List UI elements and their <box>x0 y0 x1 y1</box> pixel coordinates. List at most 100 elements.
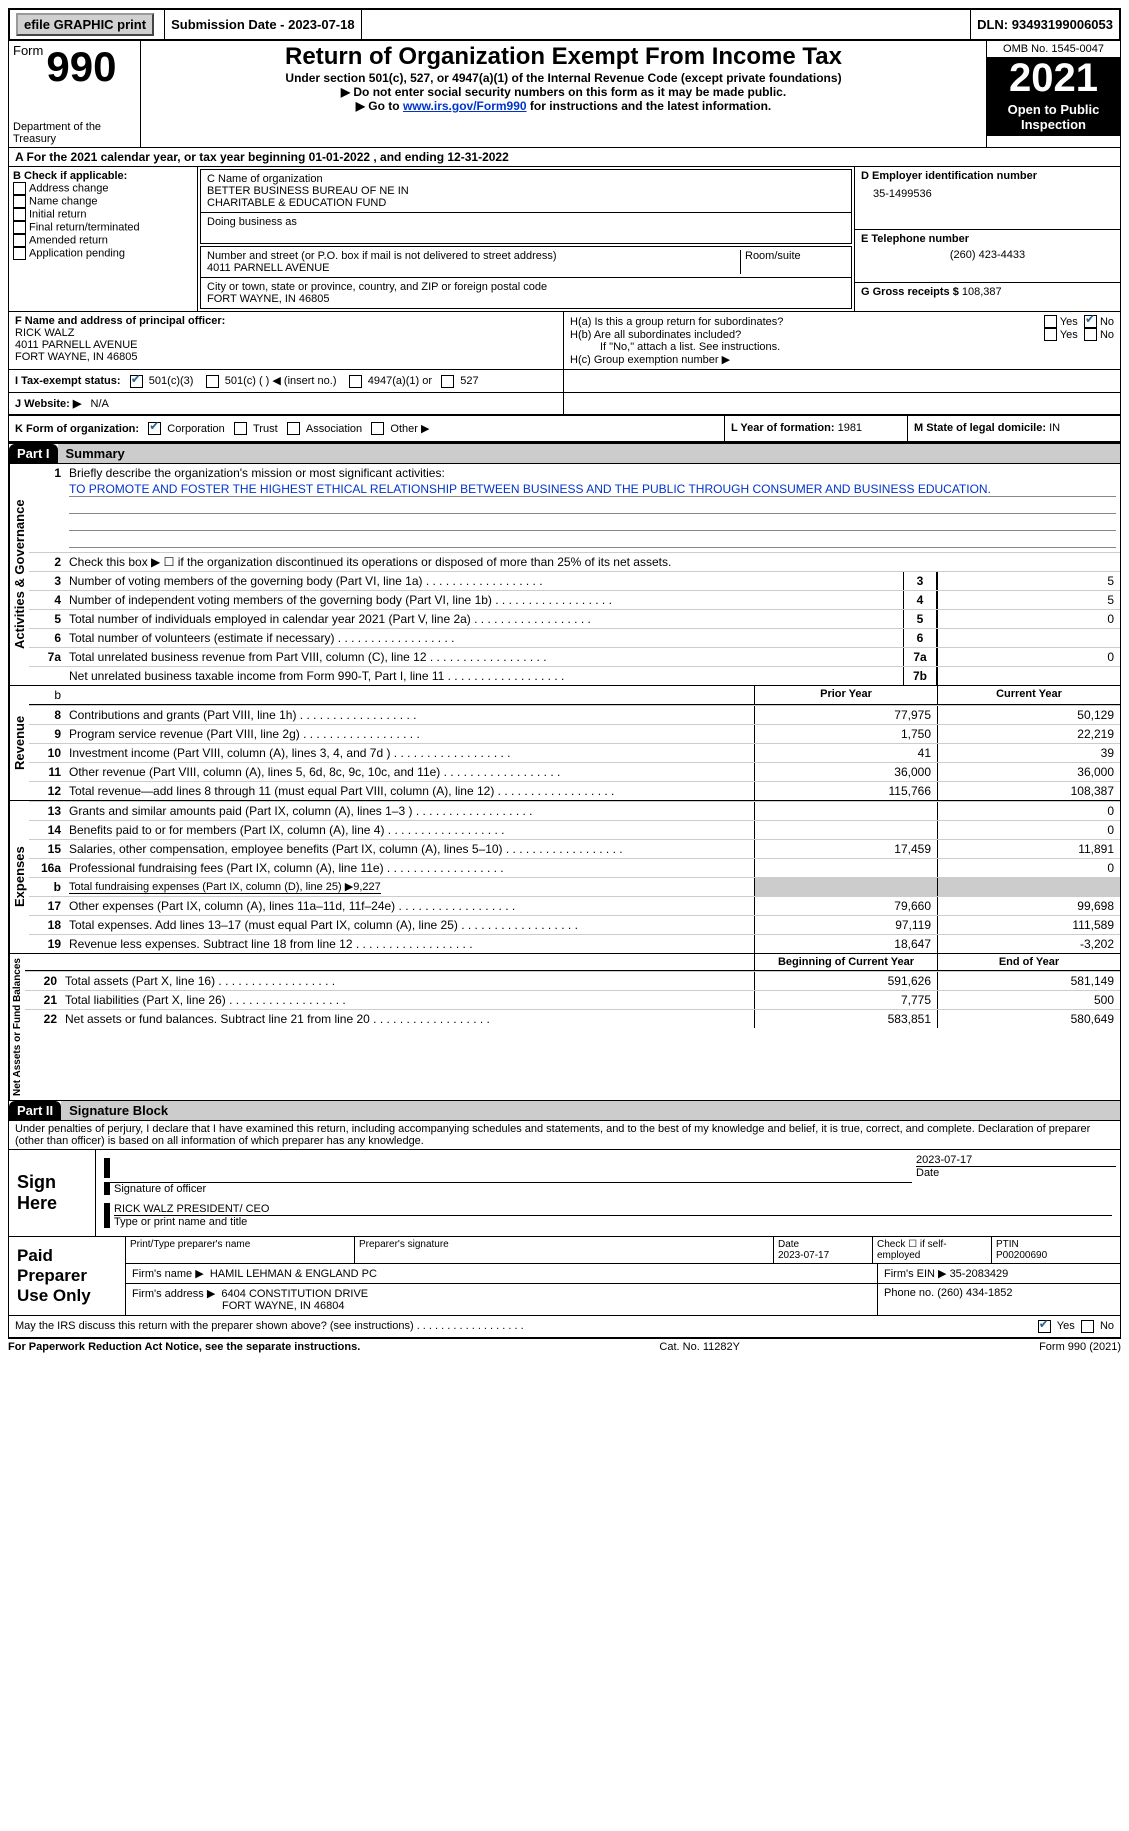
mission-text: TO PROMOTE AND FOSTER THE HIGHEST ETHICA… <box>69 482 1116 497</box>
state-domicile: IN <box>1049 422 1060 434</box>
form-header: Form 990 Department of the Treasury Inte… <box>8 41 1121 148</box>
form-title: Return of Organization Exempt From Incom… <box>143 43 984 71</box>
netassets-line: 20Total assets (Part X, line 16)591,6265… <box>25 971 1120 990</box>
officer-name: RICK WALZ <box>15 327 557 339</box>
prep-name-label: Print/Type preparer's name <box>126 1237 355 1263</box>
self-employed[interactable]: Check ☐ if self-employed <box>873 1237 992 1263</box>
firm-name-label: Firm's name ▶ <box>132 1268 204 1280</box>
b-initial[interactable]: Initial return <box>13 208 193 221</box>
hb-yes[interactable] <box>1044 328 1057 341</box>
website-value: N/A <box>91 398 109 410</box>
officer-printed: RICK WALZ PRESIDENT/ CEO <box>114 1203 1112 1215</box>
submission-date: Submission Date - 2023-07-18 <box>165 10 362 39</box>
b-pending[interactable]: Application pending <box>13 247 193 260</box>
part1-num: Part I <box>9 444 58 463</box>
begin-year-hdr: Beginning of Current Year <box>754 954 937 970</box>
revenue-line: 11Other revenue (Part VIII, column (A), … <box>29 762 1120 781</box>
firm-addr-label: Firm's address ▶ <box>132 1288 215 1300</box>
open-inspection: Open to Public Inspection <box>987 98 1120 136</box>
header-left: Form 990 Department of the Treasury Inte… <box>9 41 141 147</box>
dln-cell: DLN: 93493199006053 <box>971 10 1119 39</box>
efile-button[interactable]: efile GRAPHIC print <box>16 13 154 36</box>
i-501c3[interactable] <box>130 375 143 388</box>
discuss-no[interactable] <box>1081 1320 1094 1333</box>
k-corp[interactable] <box>148 422 161 435</box>
footer-paperwork: For Paperwork Reduction Act Notice, see … <box>8 1341 360 1353</box>
year-formation: 1981 <box>838 422 862 434</box>
section-klm: K Form of organization: Corporation Trus… <box>8 416 1121 444</box>
header-mid: Return of Organization Exempt From Incom… <box>141 41 986 147</box>
i-527[interactable] <box>441 375 454 388</box>
governance-block: Activities & Governance 1 Briefly descri… <box>8 464 1121 686</box>
expense-line: 18Total expenses. Add lines 13–17 (must … <box>29 915 1120 934</box>
fh-block: F Name and address of principal officer:… <box>8 312 1121 370</box>
k-other[interactable] <box>371 422 384 435</box>
paid-preparer-label: Paid Preparer Use Only <box>9 1237 126 1315</box>
subtitle-2: ▶ Do not enter social security numbers o… <box>143 85 984 99</box>
m-label: M State of legal domicile: <box>914 422 1046 434</box>
b-name-change[interactable]: Name change <box>13 195 193 208</box>
vlabel-revenue: Revenue <box>9 686 29 800</box>
e-label: E Telephone number <box>861 233 1114 245</box>
expense-line: 17Other expenses (Part IX, column (A), l… <box>29 896 1120 915</box>
ha-yes[interactable] <box>1044 315 1057 328</box>
expenses-block: Expenses 13Grants and similar amounts pa… <box>8 801 1121 954</box>
i-501c[interactable] <box>206 375 219 388</box>
ptin-value: P00200690 <box>996 1250 1047 1261</box>
firm-addr1: 6404 CONSTITUTION DRIVE <box>221 1288 368 1300</box>
may-discuss-text: May the IRS discuss this return with the… <box>15 1320 1038 1333</box>
end-year-hdr: End of Year <box>937 954 1120 970</box>
sign-here-block: Sign Here Signature of officer 2023-07-1… <box>8 1150 1121 1237</box>
summary-line: 6Total number of volunteers (estimate if… <box>29 628 1120 647</box>
b-final[interactable]: Final return/terminated <box>13 221 193 234</box>
i-4947[interactable] <box>349 375 362 388</box>
top-bar: efile GRAPHIC print Submission Date - 20… <box>8 8 1121 41</box>
sign-here-label: Sign Here <box>9 1150 96 1236</box>
dba-label: Doing business as <box>207 216 845 228</box>
b-addr-change[interactable]: Address change <box>13 182 193 195</box>
page-footer: For Paperwork Reduction Act Notice, see … <box>8 1339 1121 1353</box>
form-number: 990 <box>46 43 116 90</box>
revenue-block: Revenue b Prior Year Current Year 8Contr… <box>8 686 1121 801</box>
c-name-label: C Name of organization <box>207 173 845 185</box>
revenue-line: 9Program service revenue (Part VIII, lin… <box>29 724 1120 743</box>
goto-prefix: ▶ Go to <box>356 99 403 113</box>
k-label: K Form of organization: <box>15 423 139 435</box>
hb-no[interactable] <box>1084 328 1097 341</box>
f-label: F Name and address of principal officer: <box>15 315 557 327</box>
expense-line: bTotal fundraising expenses (Part IX, co… <box>29 877 1120 896</box>
section-f: F Name and address of principal officer:… <box>9 312 564 369</box>
g-label: G Gross receipts $ <box>861 286 959 298</box>
discuss-yes[interactable] <box>1038 1320 1051 1333</box>
ein-value: 35-1499536 <box>861 182 1114 200</box>
summary-line: Net unrelated business taxable income fr… <box>29 666 1120 685</box>
ha-no[interactable] <box>1084 315 1097 328</box>
k-assoc[interactable] <box>287 422 300 435</box>
hb-note: If "No," attach a list. See instructions… <box>570 341 1114 353</box>
dln-label: DLN: <box>977 17 1008 32</box>
part2-title: Signature Block <box>61 1101 1120 1120</box>
firm-name: HAMIL LEHMAN & ENGLAND PC <box>210 1268 377 1280</box>
street-address: 4011 PARNELL AVENUE <box>207 262 740 274</box>
b-amended[interactable]: Amended return <box>13 234 193 247</box>
section-j: J Website: ▶ N/A <box>8 393 1121 416</box>
sig-date: 2023-07-17 <box>916 1154 1116 1166</box>
summary-line: 4Number of independent voting members of… <box>29 590 1120 609</box>
efile-cell: efile GRAPHIC print <box>10 10 165 39</box>
hc-label: H(c) Group exemption number ▶ <box>570 353 1114 366</box>
date-label: Date <box>916 1166 1116 1179</box>
irs-link[interactable]: www.irs.gov/Form990 <box>403 99 527 113</box>
part1-title: Summary <box>58 444 1120 463</box>
l1-label: Briefly describe the organization's miss… <box>69 466 445 480</box>
name-title-label: Type or print name and title <box>114 1215 1112 1228</box>
section-a: A For the 2021 calendar year, or tax yea… <box>8 148 1121 167</box>
dept-treasury: Department of the Treasury <box>13 121 136 145</box>
prep-sig-label: Preparer's signature <box>355 1237 774 1263</box>
expense-line: 19Revenue less expenses. Subtract line 1… <box>29 934 1120 953</box>
phone-value: (260) 423-4433 <box>861 245 1114 261</box>
k-trust[interactable] <box>234 422 247 435</box>
d-label: D Employer identification number <box>861 170 1114 182</box>
section-i: I Tax-exempt status: 501(c)(3) 501(c) ( … <box>8 370 1121 393</box>
vlabel-netassets: Net Assets or Fund Balances <box>9 954 25 1100</box>
addr-label: Number and street (or P.O. box if mail i… <box>207 250 740 262</box>
